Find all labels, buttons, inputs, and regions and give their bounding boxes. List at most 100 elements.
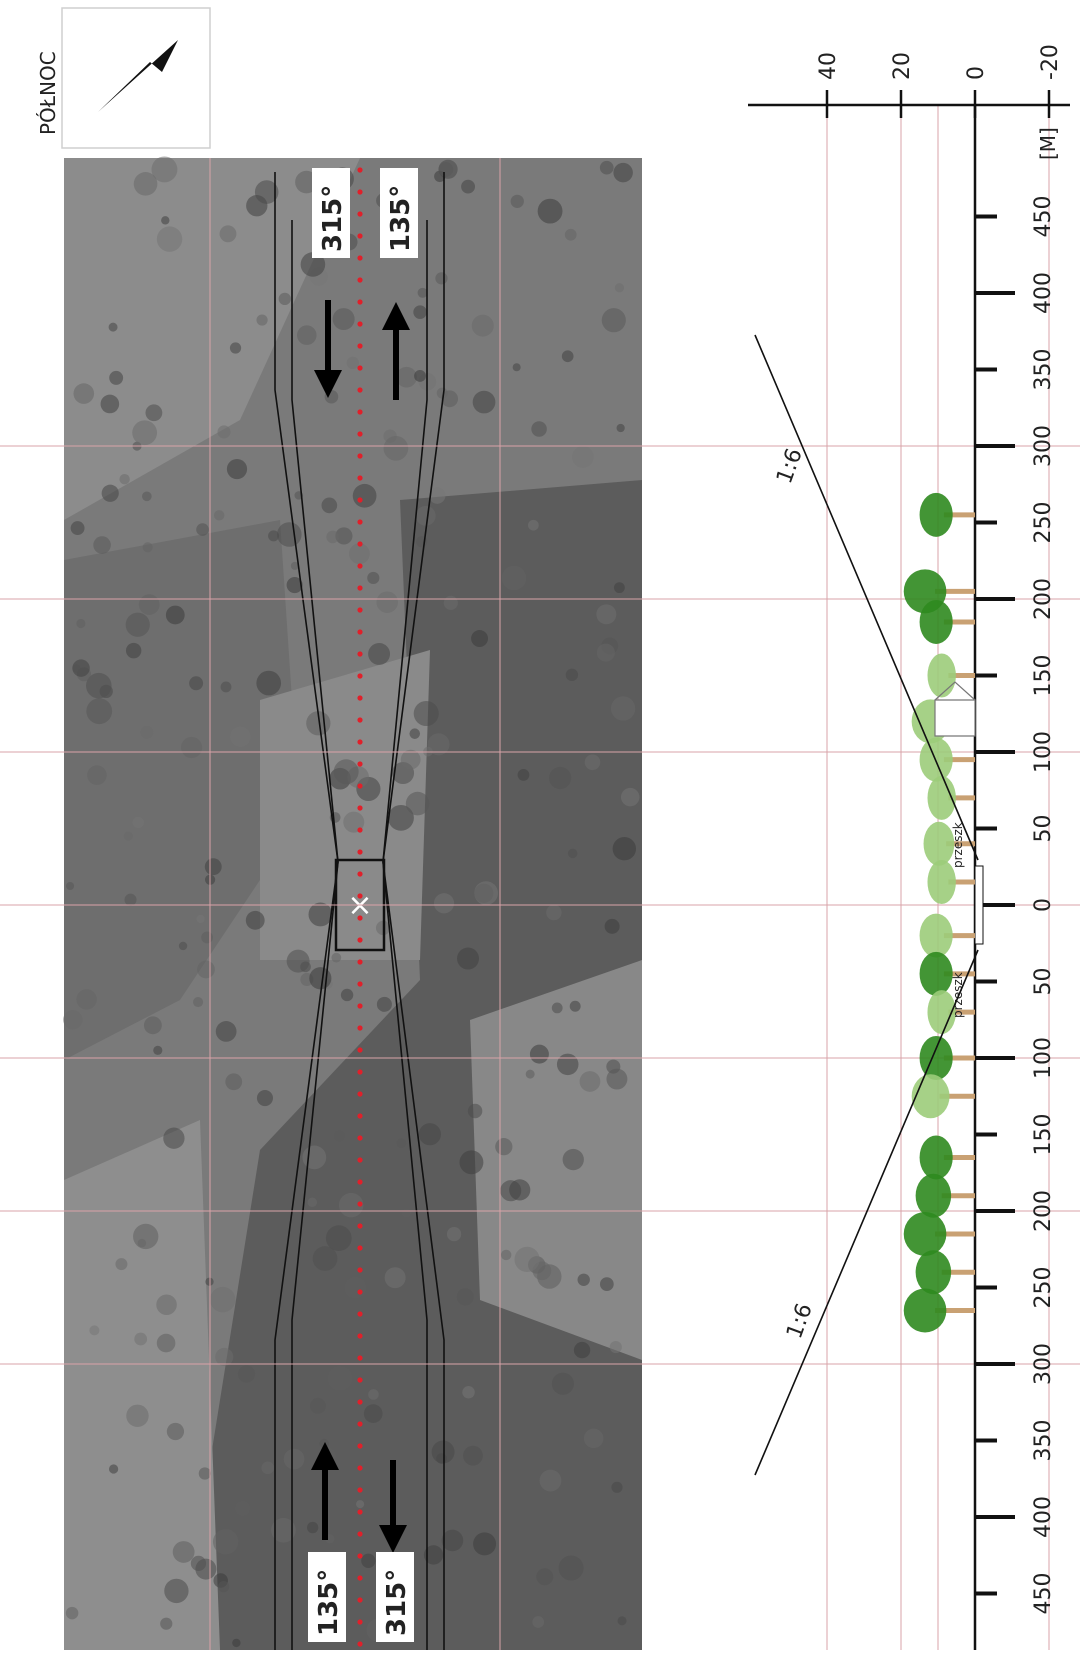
- tree-blob: [124, 893, 137, 906]
- tree-blob: [145, 404, 163, 422]
- lower-field-patch: [64, 1120, 220, 1650]
- pasture-patch: [470, 960, 642, 1360]
- tree-blob: [76, 989, 97, 1010]
- tree-blob: [156, 1333, 176, 1353]
- tree-blob: [613, 162, 633, 183]
- tree-blob: [153, 1045, 163, 1055]
- tree-blob: [300, 252, 326, 277]
- tree-blob: [151, 156, 178, 183]
- tree-blob: [308, 902, 333, 927]
- tree-crown: [919, 913, 953, 958]
- tree-blob: [376, 996, 392, 1012]
- centerline-dot: [357, 1047, 363, 1053]
- compass-label: PÓŁNOC: [36, 51, 60, 135]
- tree-blob: [473, 1532, 497, 1556]
- distance-tick-label: 150: [1031, 655, 1056, 697]
- tree-blob: [383, 435, 409, 461]
- north-arrow-icon: [98, 40, 178, 112]
- tree-blob: [611, 1481, 623, 1493]
- tree-blob: [331, 952, 342, 963]
- tree-crown: [903, 1211, 947, 1256]
- heading-box-bottom-right: 315°: [376, 1552, 414, 1642]
- tree-blob: [253, 1195, 277, 1218]
- tree-blob: [254, 180, 279, 204]
- arrow-up-left: [311, 1442, 339, 1540]
- tree-blob: [73, 383, 95, 404]
- centerline-dot: [357, 409, 363, 415]
- tree-blob: [363, 1404, 383, 1423]
- tree-blob: [510, 194, 524, 208]
- tree-blob: [180, 736, 203, 759]
- tree-blob: [604, 918, 620, 934]
- tree-blob: [456, 1288, 474, 1306]
- centerline-dot: [357, 189, 363, 195]
- tree-blob: [125, 612, 150, 637]
- height-axis-ticks: 40 20 0 -20: [816, 44, 1063, 118]
- tree-blob: [461, 179, 475, 194]
- centerline-dot: [357, 497, 363, 503]
- tree-blob: [384, 1267, 406, 1289]
- distance-tick-label: 150: [1031, 1114, 1056, 1156]
- distance-tick-label: 400: [1031, 272, 1056, 314]
- tree-crown: [923, 821, 955, 866]
- tree-blob: [133, 1223, 159, 1250]
- centerline-dot: [357, 321, 363, 327]
- tree-blob: [232, 1638, 241, 1648]
- tree-blob: [423, 1545, 444, 1565]
- centerline-dot: [357, 761, 363, 767]
- runway-centerline: [357, 167, 363, 1647]
- distance-tick-label: 400: [1031, 1496, 1056, 1538]
- tree-blob: [577, 1273, 590, 1286]
- tree-blob: [435, 272, 448, 285]
- distance-tick-label: 50: [1031, 815, 1056, 843]
- tree-blob: [567, 848, 578, 859]
- tree-blob: [172, 1541, 195, 1563]
- tree-blob: [125, 642, 142, 659]
- tree-blob: [133, 172, 158, 196]
- centerline-dot: [357, 937, 363, 943]
- distance-gridlines: [0, 445, 1080, 1365]
- heading-bottom-left: 135°: [314, 1569, 344, 1636]
- tree-blob: [606, 1068, 628, 1090]
- compass-panel: PÓŁNOC: [36, 7, 211, 149]
- centerline-dot: [357, 1003, 363, 1009]
- tree-blob: [609, 1341, 622, 1354]
- tree-blob: [388, 804, 414, 831]
- centerline-dot: [357, 981, 363, 987]
- tree-blob: [119, 473, 130, 485]
- tree-blob: [138, 594, 160, 615]
- tree-blob: [312, 1246, 338, 1271]
- tree-blob: [620, 787, 640, 807]
- tree-blob: [584, 754, 601, 771]
- tree-blob: [198, 1467, 211, 1480]
- tree-blob: [529, 1044, 549, 1064]
- tree-blob: [613, 582, 625, 594]
- tree-blob: [495, 1138, 513, 1156]
- centerline-dot: [357, 849, 363, 855]
- tree-blob: [220, 681, 232, 693]
- centerline-dot: [357, 255, 363, 261]
- tree-blob: [70, 521, 85, 536]
- tree-blob: [189, 676, 204, 691]
- tree-crown: [911, 1074, 950, 1119]
- orchard-patch: [64, 520, 300, 1060]
- centerline-dot: [357, 1465, 363, 1471]
- tree-blob: [197, 960, 215, 979]
- tree-blob: [612, 837, 637, 861]
- tree-blob: [368, 643, 391, 665]
- tree-blob: [156, 1294, 177, 1315]
- centerline-dot: [357, 1597, 363, 1603]
- tree-blob: [525, 1069, 535, 1079]
- centerline-dot: [357, 1245, 363, 1251]
- tree-blob: [474, 881, 498, 906]
- slope-line-lower: [754, 949, 979, 1476]
- centerline-dot: [357, 717, 363, 723]
- tree-blob: [126, 1404, 149, 1428]
- heading-box-top-left: 315°: [312, 168, 350, 258]
- tree-crown: [919, 951, 953, 996]
- distance-tick-label: 300: [1031, 425, 1056, 467]
- tree-blob: [178, 941, 188, 951]
- tree-blob: [556, 1053, 579, 1076]
- tree-blob: [86, 698, 113, 725]
- centerline-dot: [357, 1333, 363, 1339]
